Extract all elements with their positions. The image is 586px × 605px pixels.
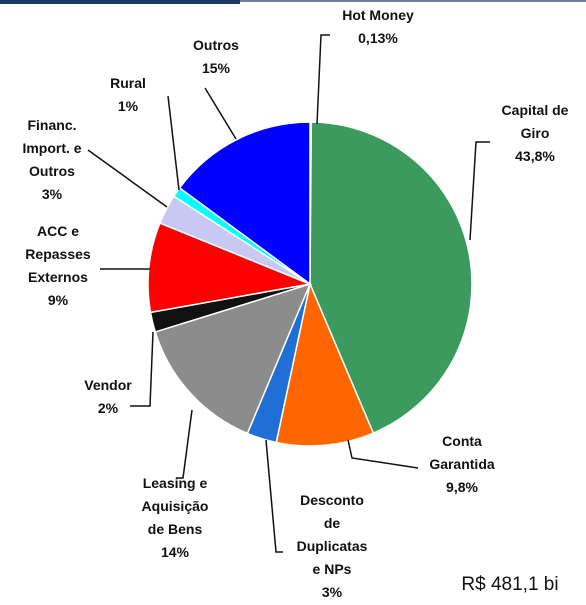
value-label: 14% xyxy=(161,544,190,560)
value-label: 9,8% xyxy=(446,479,478,495)
leader-line xyxy=(167,95,180,191)
slice-label: Conta Garantida xyxy=(429,433,495,472)
pie-slice xyxy=(154,282,312,435)
value-label: 1% xyxy=(118,98,139,114)
value-label: 9% xyxy=(48,292,69,308)
value-label: 43,8% xyxy=(515,148,555,164)
slice-label: Hot Money xyxy=(342,7,414,23)
slice-label: Outros xyxy=(193,37,239,53)
value-label: 0,13% xyxy=(358,30,398,46)
pie-slice xyxy=(178,121,311,286)
leader-line xyxy=(204,87,237,140)
leader-line xyxy=(176,409,193,479)
slice-label: Rural xyxy=(110,75,146,91)
header-strip xyxy=(240,0,586,2)
total-annotation: R$ 481,1 bi xyxy=(461,574,558,595)
pie-slice xyxy=(147,222,313,314)
leader-line xyxy=(316,34,330,125)
slice-label: ACC e Repasses Externos xyxy=(25,223,91,285)
leader-line xyxy=(130,331,154,407)
leader-line xyxy=(87,149,168,208)
slice-label: Leasing e Aquisição de Bens xyxy=(142,475,209,537)
slice-label: Desconto de Duplicatas e NPs xyxy=(297,492,368,577)
slice-label: Financ. Import. e Outros xyxy=(22,117,81,179)
value-label: 15% xyxy=(202,60,231,76)
value-label: 3% xyxy=(322,584,343,600)
value-label: 3% xyxy=(42,186,63,202)
leader-line xyxy=(347,439,419,469)
value-label: 2% xyxy=(98,400,119,416)
leader-line xyxy=(265,439,283,553)
slice-label: Capital de Giro xyxy=(502,102,569,141)
pie-slice xyxy=(275,281,375,447)
pie-slice xyxy=(309,121,473,435)
slice-label: Vendor xyxy=(84,377,132,393)
header-strip xyxy=(0,0,240,4)
leader-line xyxy=(469,141,490,241)
